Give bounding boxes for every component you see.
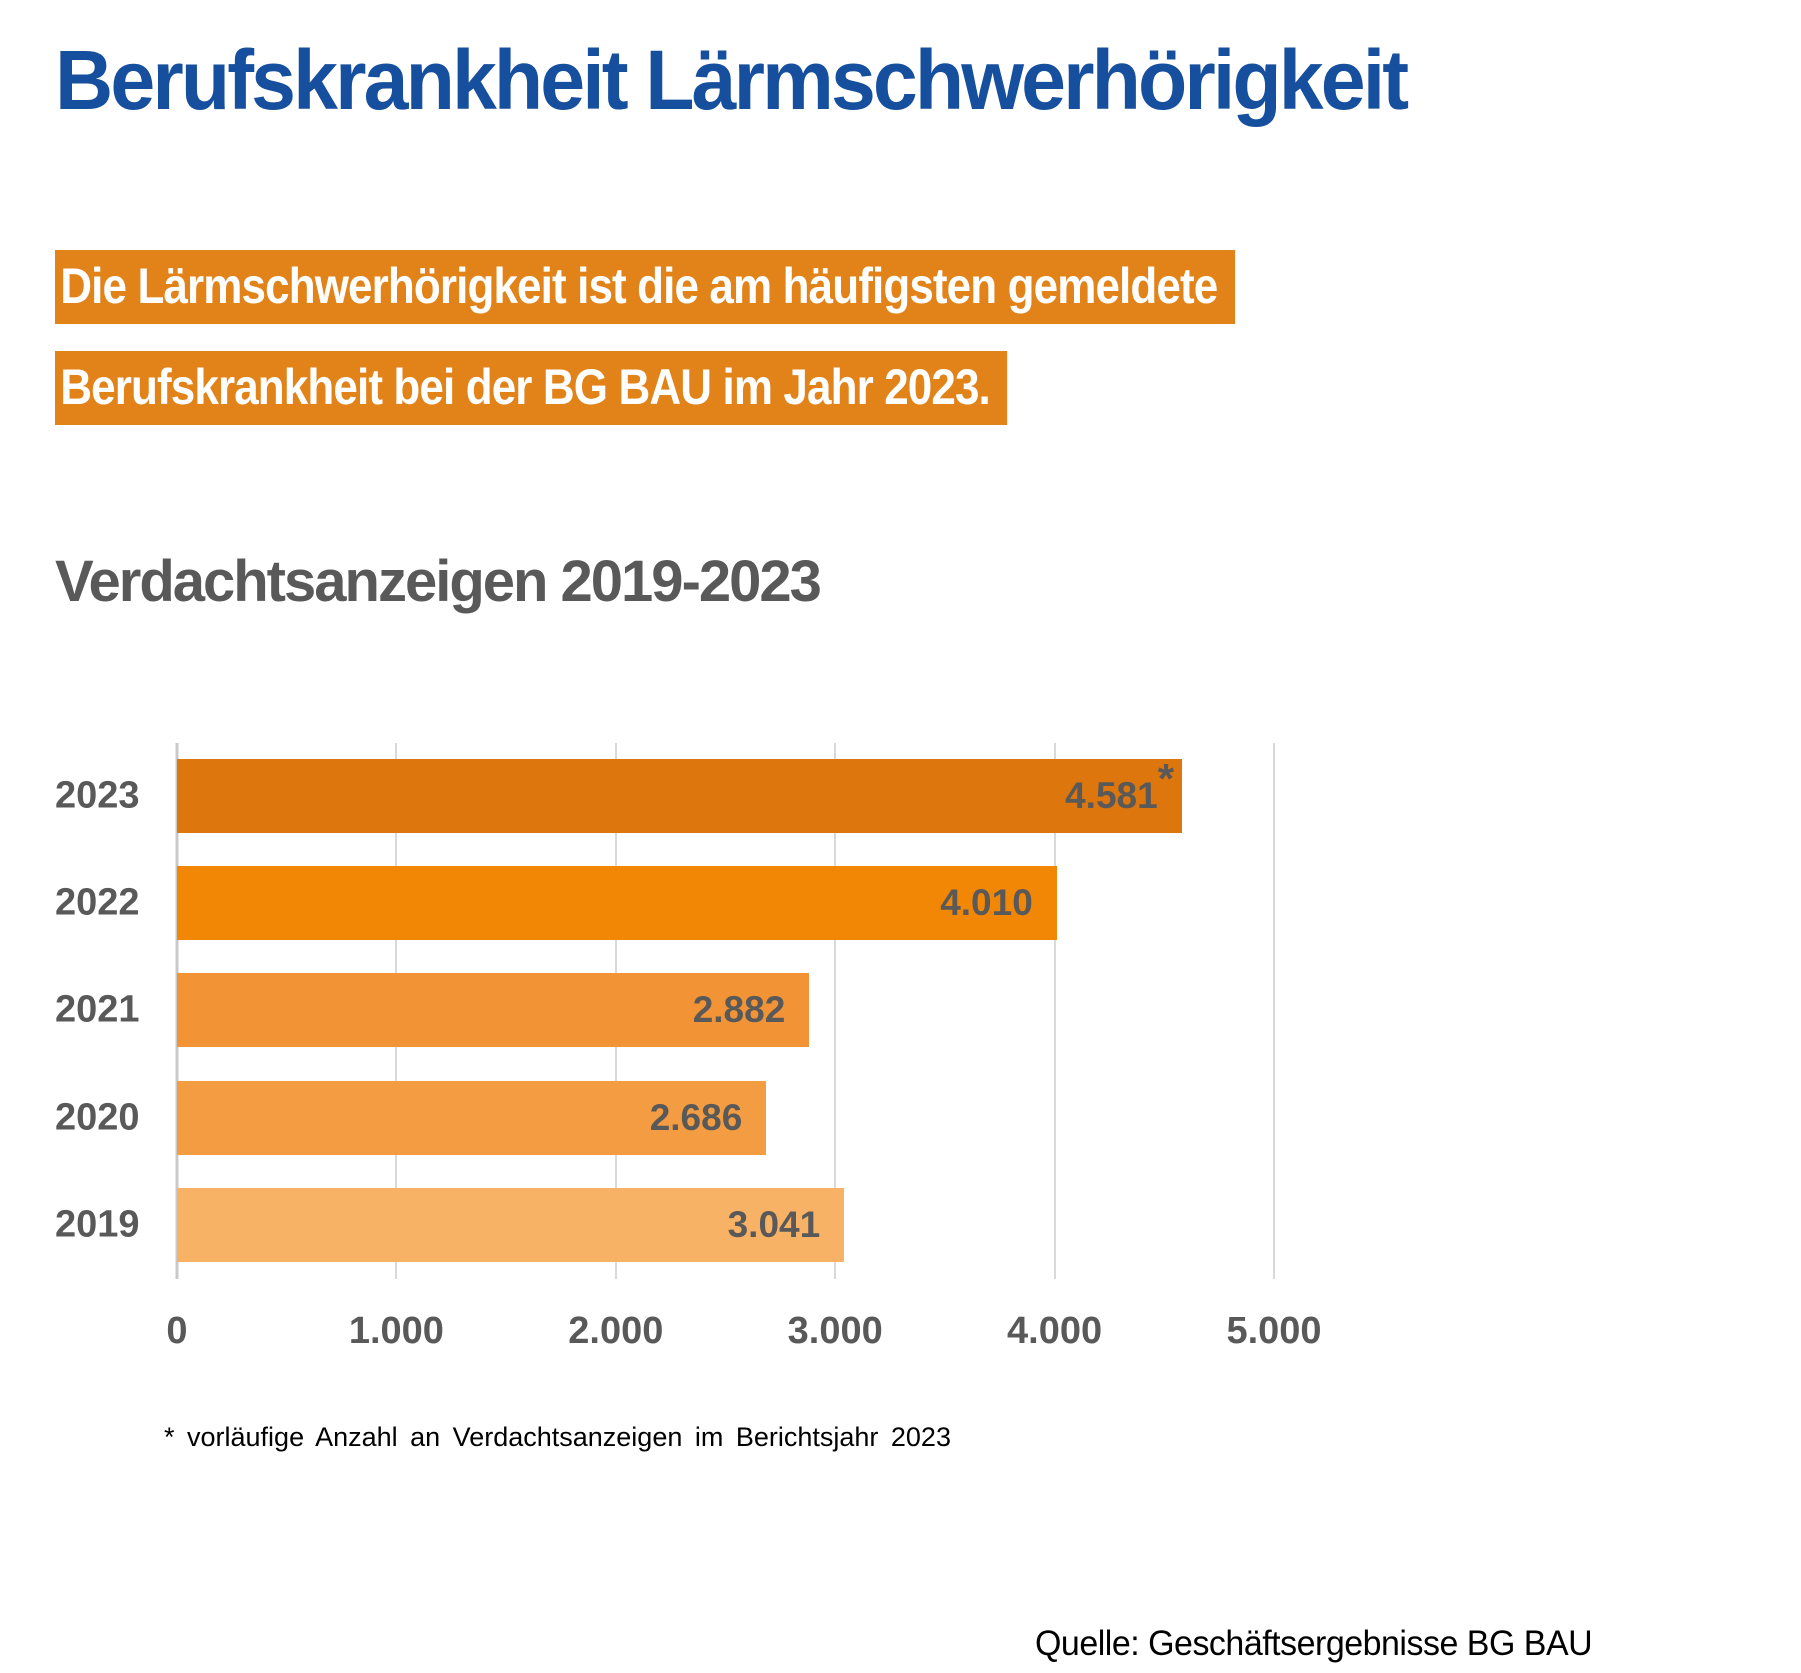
value-label-2021: 2.882: [692, 989, 786, 1031]
x-tick-label-3000: 3.000: [787, 1310, 883, 1352]
bar-2022: 4.010: [177, 866, 1057, 941]
gridline-4000: [1053, 743, 1056, 1279]
bar-2019: 3.041: [177, 1187, 845, 1262]
value-label-2023: 4.581*: [1065, 754, 1175, 816]
plot-area: 2023 4.581* 2022 4.010 2021 2.882 2020 2.686 201…: [55, 743, 1275, 1279]
bar-row-2020: 2020 2.686: [55, 1080, 1274, 1155]
value-label-2022: 4.010: [940, 882, 1033, 924]
intro-highlight-line-2: Berufskrankheit bei der BG BAU im Jahr 2…: [55, 351, 1008, 425]
chart-title: Verdachtsanzeigen 2019-2023: [55, 549, 822, 614]
gridline-3000: [834, 743, 837, 1279]
intro-highlight: Die Lärmschwerhörigkeit ist die am häufi…: [55, 250, 1235, 452]
year-label-2023: 2023: [55, 774, 140, 817]
year-label-2020: 2020: [55, 1096, 140, 1139]
x-tick-label-1000: 1.000: [348, 1310, 444, 1352]
year-label-2021: 2021: [55, 988, 140, 1031]
footnote: * vorläufige Anzahl an Verdachtsanzeigen…: [164, 1422, 951, 1452]
bar-2021: 2.882: [177, 973, 810, 1048]
gridline-5000: [1273, 743, 1275, 1279]
x-tick-label-0: 0: [166, 1310, 188, 1352]
bar-2023: 4.581*: [177, 754, 1183, 833]
year-label-2019: 2019: [55, 1203, 140, 1246]
bar-2020: 2.686: [177, 1080, 767, 1155]
value-label-2020: 2.686: [649, 1096, 743, 1138]
bar-row-2021: 2021 2.882: [55, 973, 1274, 1048]
source-credit: Quelle: Geschäftsergebnisse BG BAU: [1035, 1624, 1593, 1663]
intro-highlight-line-1: Die Lärmschwerhörigkeit ist die am häufi…: [55, 250, 1235, 324]
bar-row-2019: 2019 3.041: [55, 1187, 1274, 1262]
x-tick-label-5000: 5.000: [1226, 1310, 1322, 1352]
x-tick-label-2000: 2.000: [568, 1310, 664, 1352]
x-tick-label-4000: 4.000: [1007, 1310, 1103, 1352]
page-title: Berufskrankheit Lärmschwerhörigkeit: [55, 33, 1409, 127]
bar-row-2022: 2022 4.010: [55, 866, 1274, 941]
bar-row-2023: 2023 4.581*: [55, 754, 1274, 833]
value-label-2019: 3.041: [727, 1203, 821, 1245]
year-label-2022: 2022: [55, 881, 140, 924]
x-axis-tick-labels: 0 1.000 2.000 3.000 4.000 5.000: [166, 1310, 1321, 1358]
preliminary-asterisk-marker: *: [1157, 754, 1175, 802]
